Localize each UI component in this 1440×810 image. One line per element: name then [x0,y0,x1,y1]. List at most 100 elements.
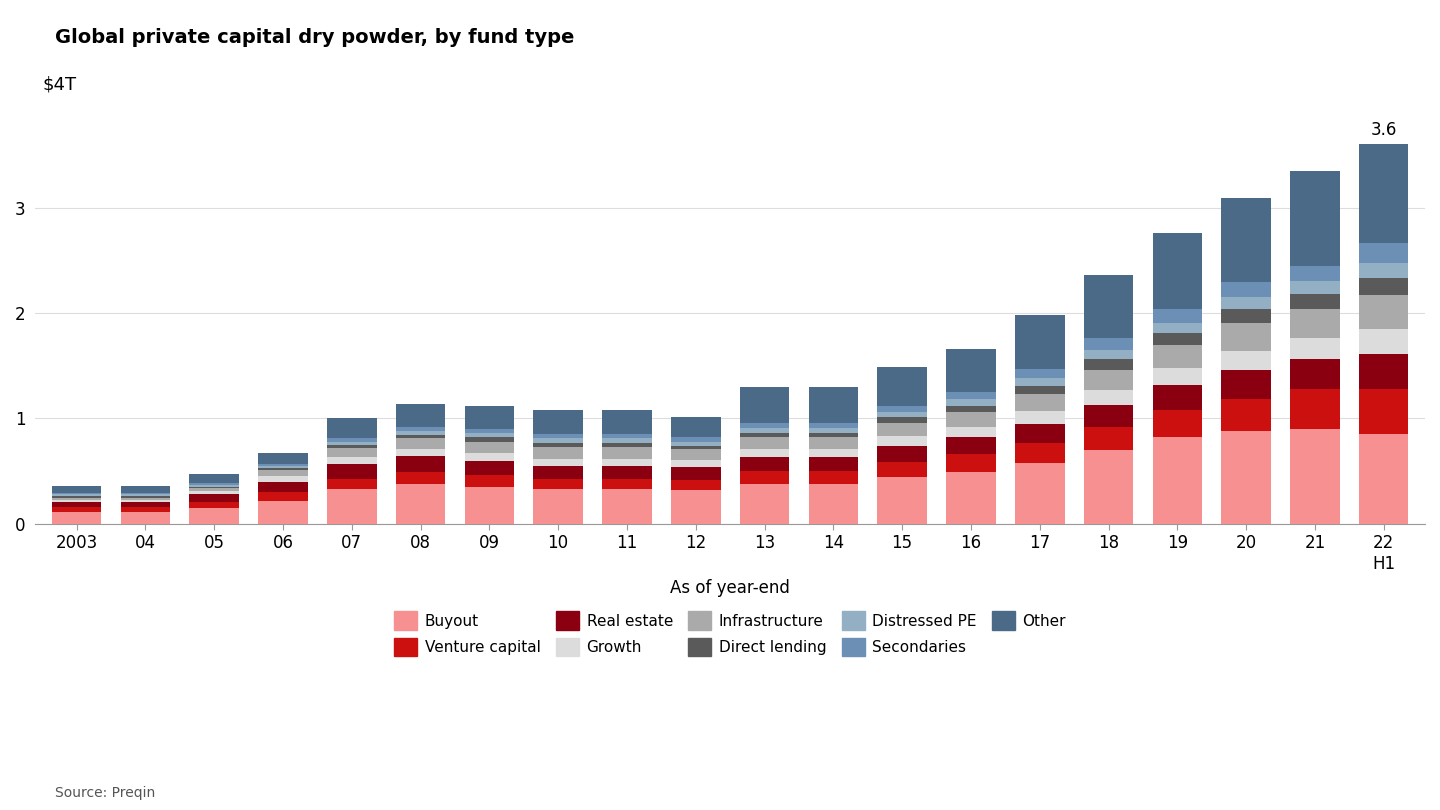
Bar [671,441,720,446]
Bar [1084,339,1133,350]
Bar [1290,266,1339,281]
Bar [533,466,583,479]
Bar [258,492,308,501]
Bar [121,494,170,497]
Bar [1152,368,1202,385]
Bar [671,467,720,480]
Bar [1015,378,1064,386]
Bar [121,501,170,507]
X-axis label: As of year-end: As of year-end [670,578,791,597]
Bar [1152,437,1202,524]
Legend: Buyout, Venture capital, Real estate, Growth, Infrastructure, Direct lending, Di: Buyout, Venture capital, Real estate, Gr… [389,605,1073,663]
Bar [1359,144,1408,244]
Bar [465,487,514,524]
Bar [1152,410,1202,437]
Bar [1359,389,1408,434]
Bar [1084,390,1133,405]
Bar [740,387,789,423]
Bar [877,462,927,477]
Bar [396,403,445,427]
Bar [1084,427,1133,450]
Bar [809,387,858,423]
Bar [671,480,720,490]
Bar [740,428,789,433]
Bar [671,437,720,441]
Bar [1015,463,1064,524]
Bar [1359,244,1408,263]
Bar [1359,329,1408,354]
Bar [1015,386,1064,394]
Bar [1221,322,1272,351]
Bar [258,454,308,464]
Bar [946,399,995,406]
Bar [1359,278,1408,295]
Bar [1015,394,1064,411]
Bar [533,434,583,438]
Bar [258,466,308,468]
Bar [1221,283,1272,297]
Bar [1221,370,1272,399]
Bar [465,454,514,461]
Bar [877,412,927,417]
Bar [1152,344,1202,368]
Bar [258,464,308,466]
Bar [1290,339,1339,360]
Bar [396,435,445,438]
Bar [602,438,652,443]
Bar [396,449,445,456]
Bar [258,501,308,524]
Bar [946,406,995,412]
Text: Source: Preqin: Source: Preqin [55,787,156,800]
Bar [190,508,239,524]
Bar [740,471,789,484]
Bar [396,484,445,524]
Bar [190,475,239,483]
Bar [740,423,789,428]
Bar [602,410,652,434]
Bar [396,438,445,449]
Bar [1015,369,1064,378]
Bar [465,433,514,437]
Bar [533,489,583,524]
Bar [946,437,995,454]
Bar [602,434,652,438]
Bar [1359,295,1408,329]
Bar [190,488,239,491]
Bar [602,443,652,447]
Bar [1359,263,1408,278]
Bar [602,479,652,489]
Bar [52,500,101,501]
Bar [1221,198,1272,283]
Bar [327,458,377,464]
Bar [533,410,583,434]
Bar [1221,431,1272,524]
Bar [52,512,101,524]
Bar [121,500,170,501]
Bar [327,464,377,479]
Bar [1221,399,1272,431]
Bar [258,476,308,482]
Bar [877,367,927,406]
Bar [1359,354,1408,389]
Bar [190,491,239,494]
Bar [1221,309,1272,322]
Bar [1152,309,1202,322]
Bar [190,485,239,487]
Bar [1152,333,1202,344]
Bar [1015,424,1064,443]
Bar [809,423,858,428]
Bar [1084,275,1133,339]
Bar [533,438,583,443]
Bar [877,417,927,423]
Bar [809,484,858,524]
Bar [809,428,858,433]
Bar [1290,281,1339,294]
Bar [533,443,583,447]
Bar [877,477,927,524]
Bar [740,458,789,471]
Bar [809,458,858,471]
Bar [1290,309,1339,339]
Bar [671,459,720,467]
Bar [533,458,583,466]
Bar [946,349,995,392]
